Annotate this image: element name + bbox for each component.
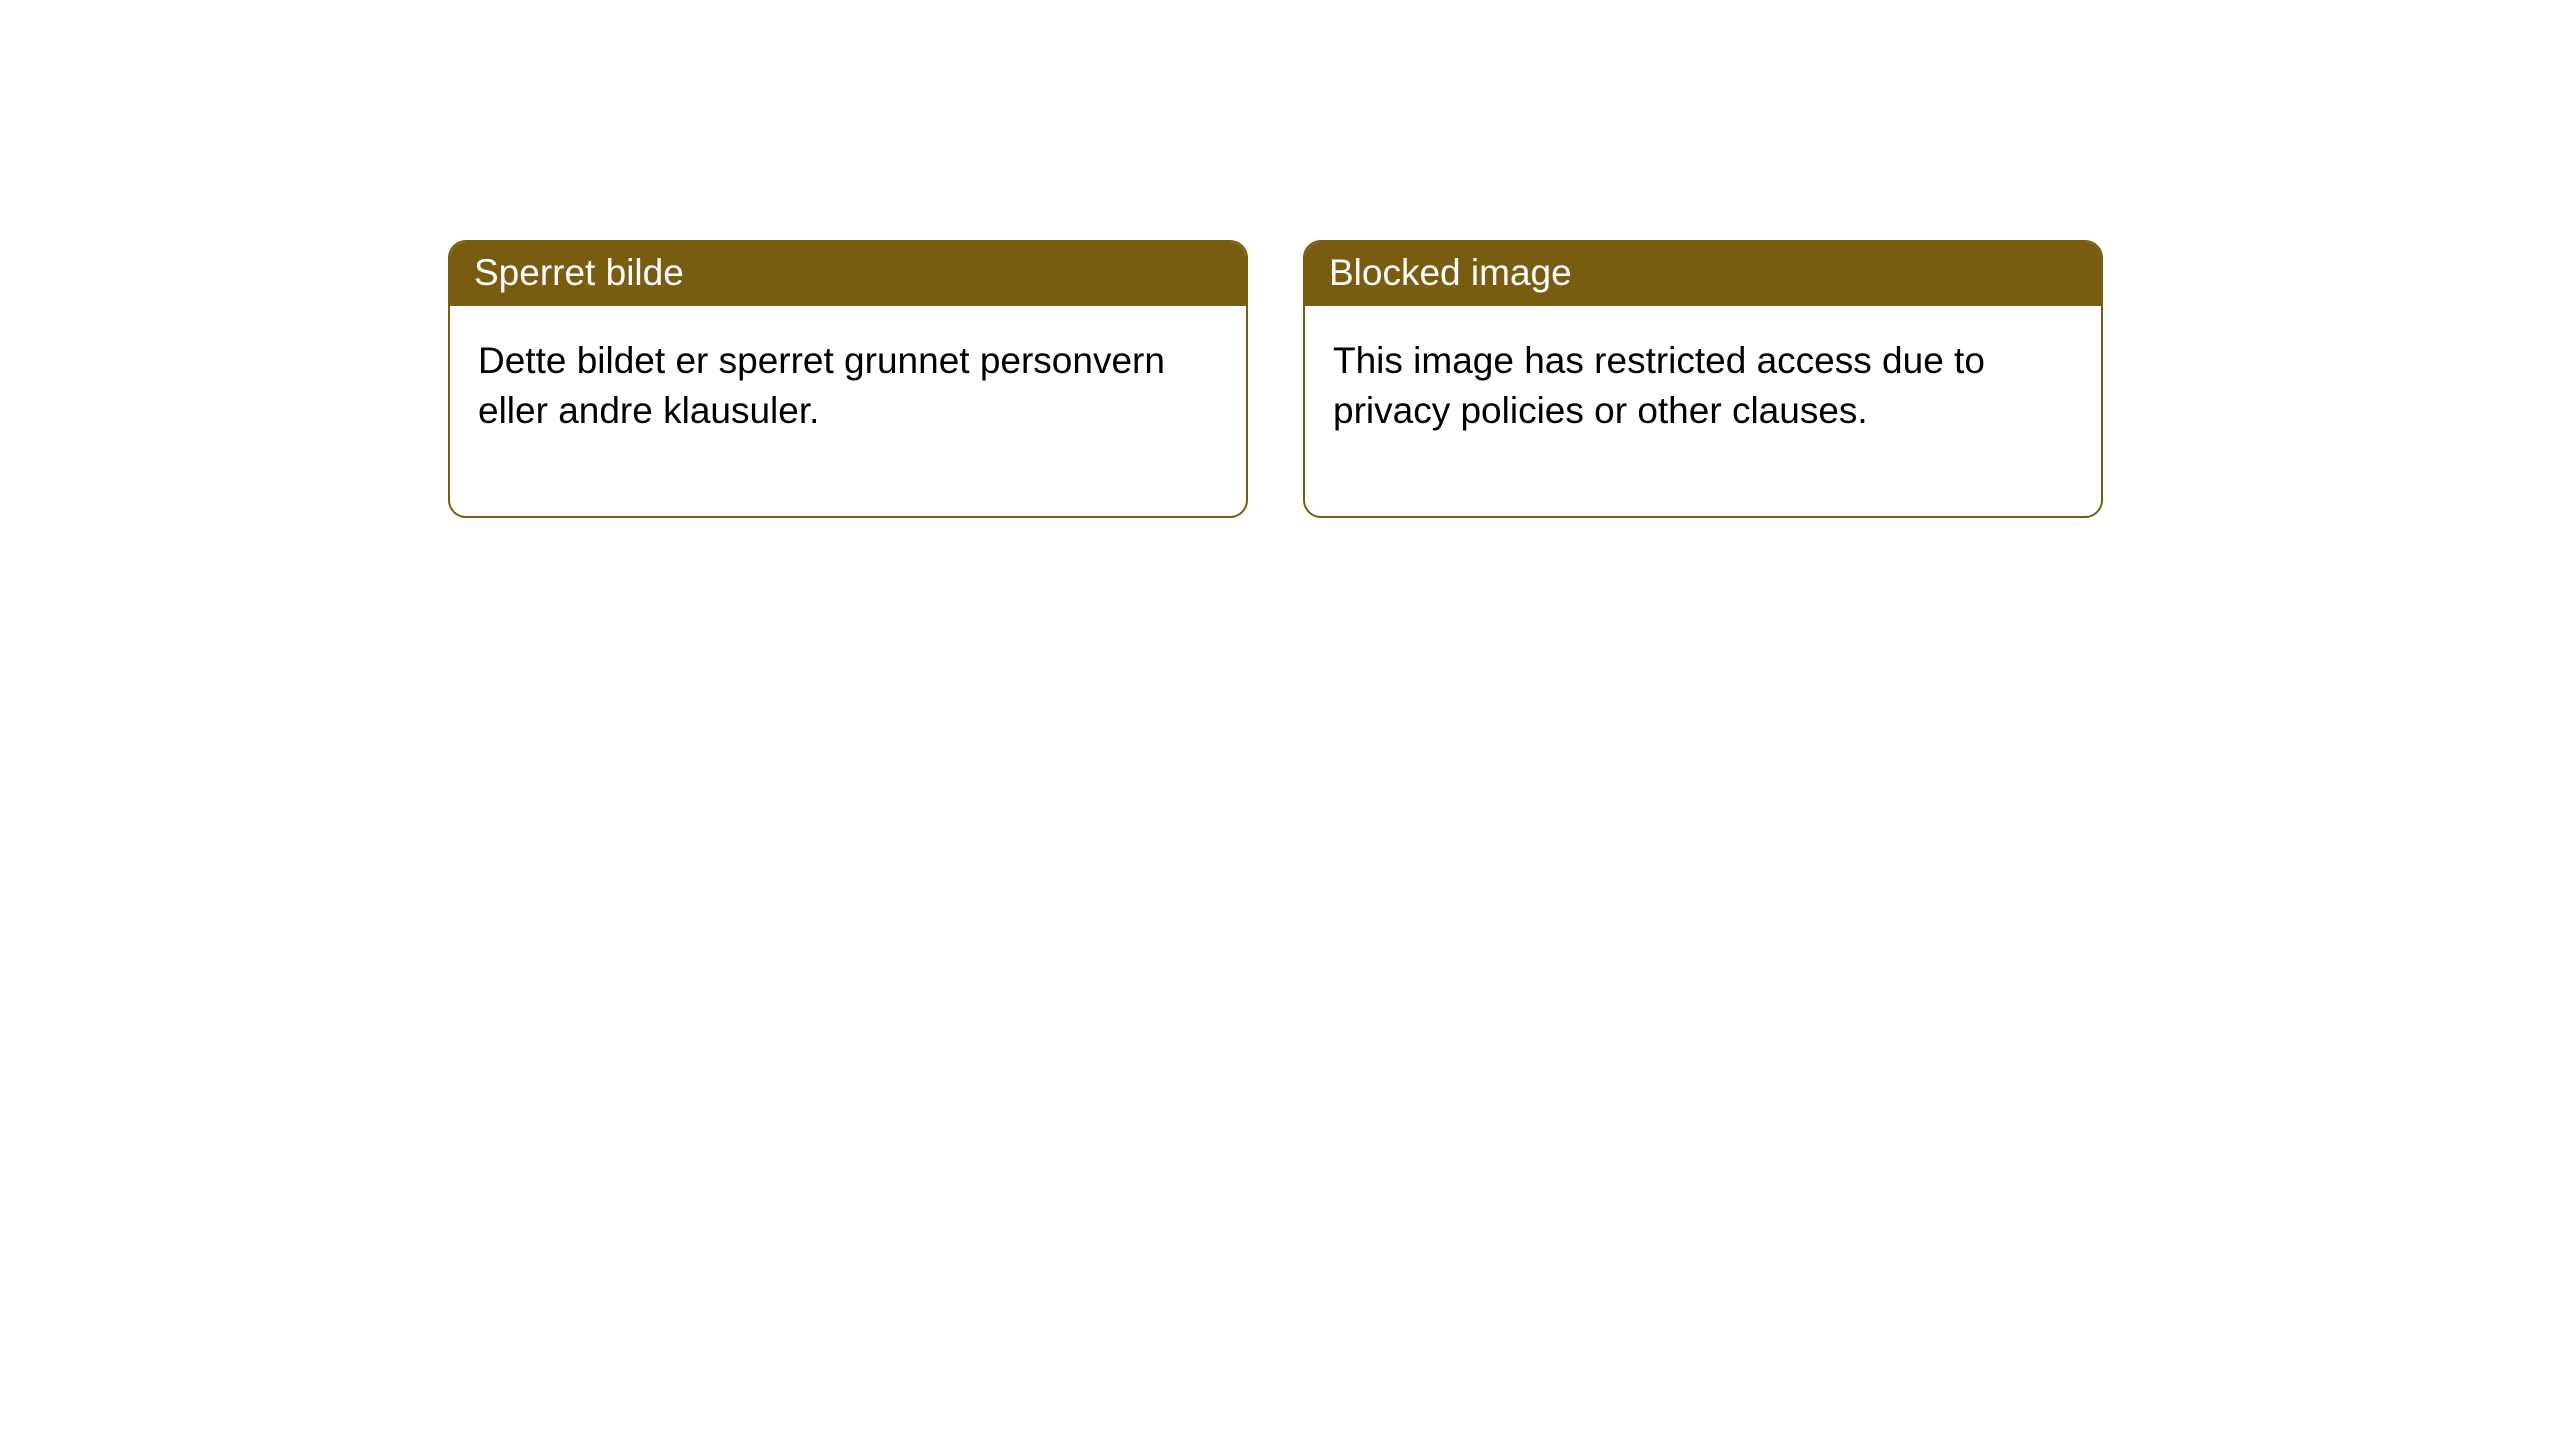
card-header: Sperret bilde	[450, 242, 1246, 306]
blocked-image-card-en: Blocked image This image has restricted …	[1303, 240, 2103, 518]
cards-container: Sperret bilde Dette bildet er sperret gr…	[0, 0, 2560, 518]
card-header: Blocked image	[1305, 242, 2101, 306]
card-body: This image has restricted access due to …	[1305, 306, 2101, 516]
card-body-text: Dette bildet er sperret grunnet personve…	[478, 340, 1165, 431]
card-body: Dette bildet er sperret grunnet personve…	[450, 306, 1246, 516]
card-body-text: This image has restricted access due to …	[1333, 340, 1985, 431]
card-title: Sperret bilde	[474, 252, 684, 293]
blocked-image-card-no: Sperret bilde Dette bildet er sperret gr…	[448, 240, 1248, 518]
card-title: Blocked image	[1329, 252, 1572, 293]
